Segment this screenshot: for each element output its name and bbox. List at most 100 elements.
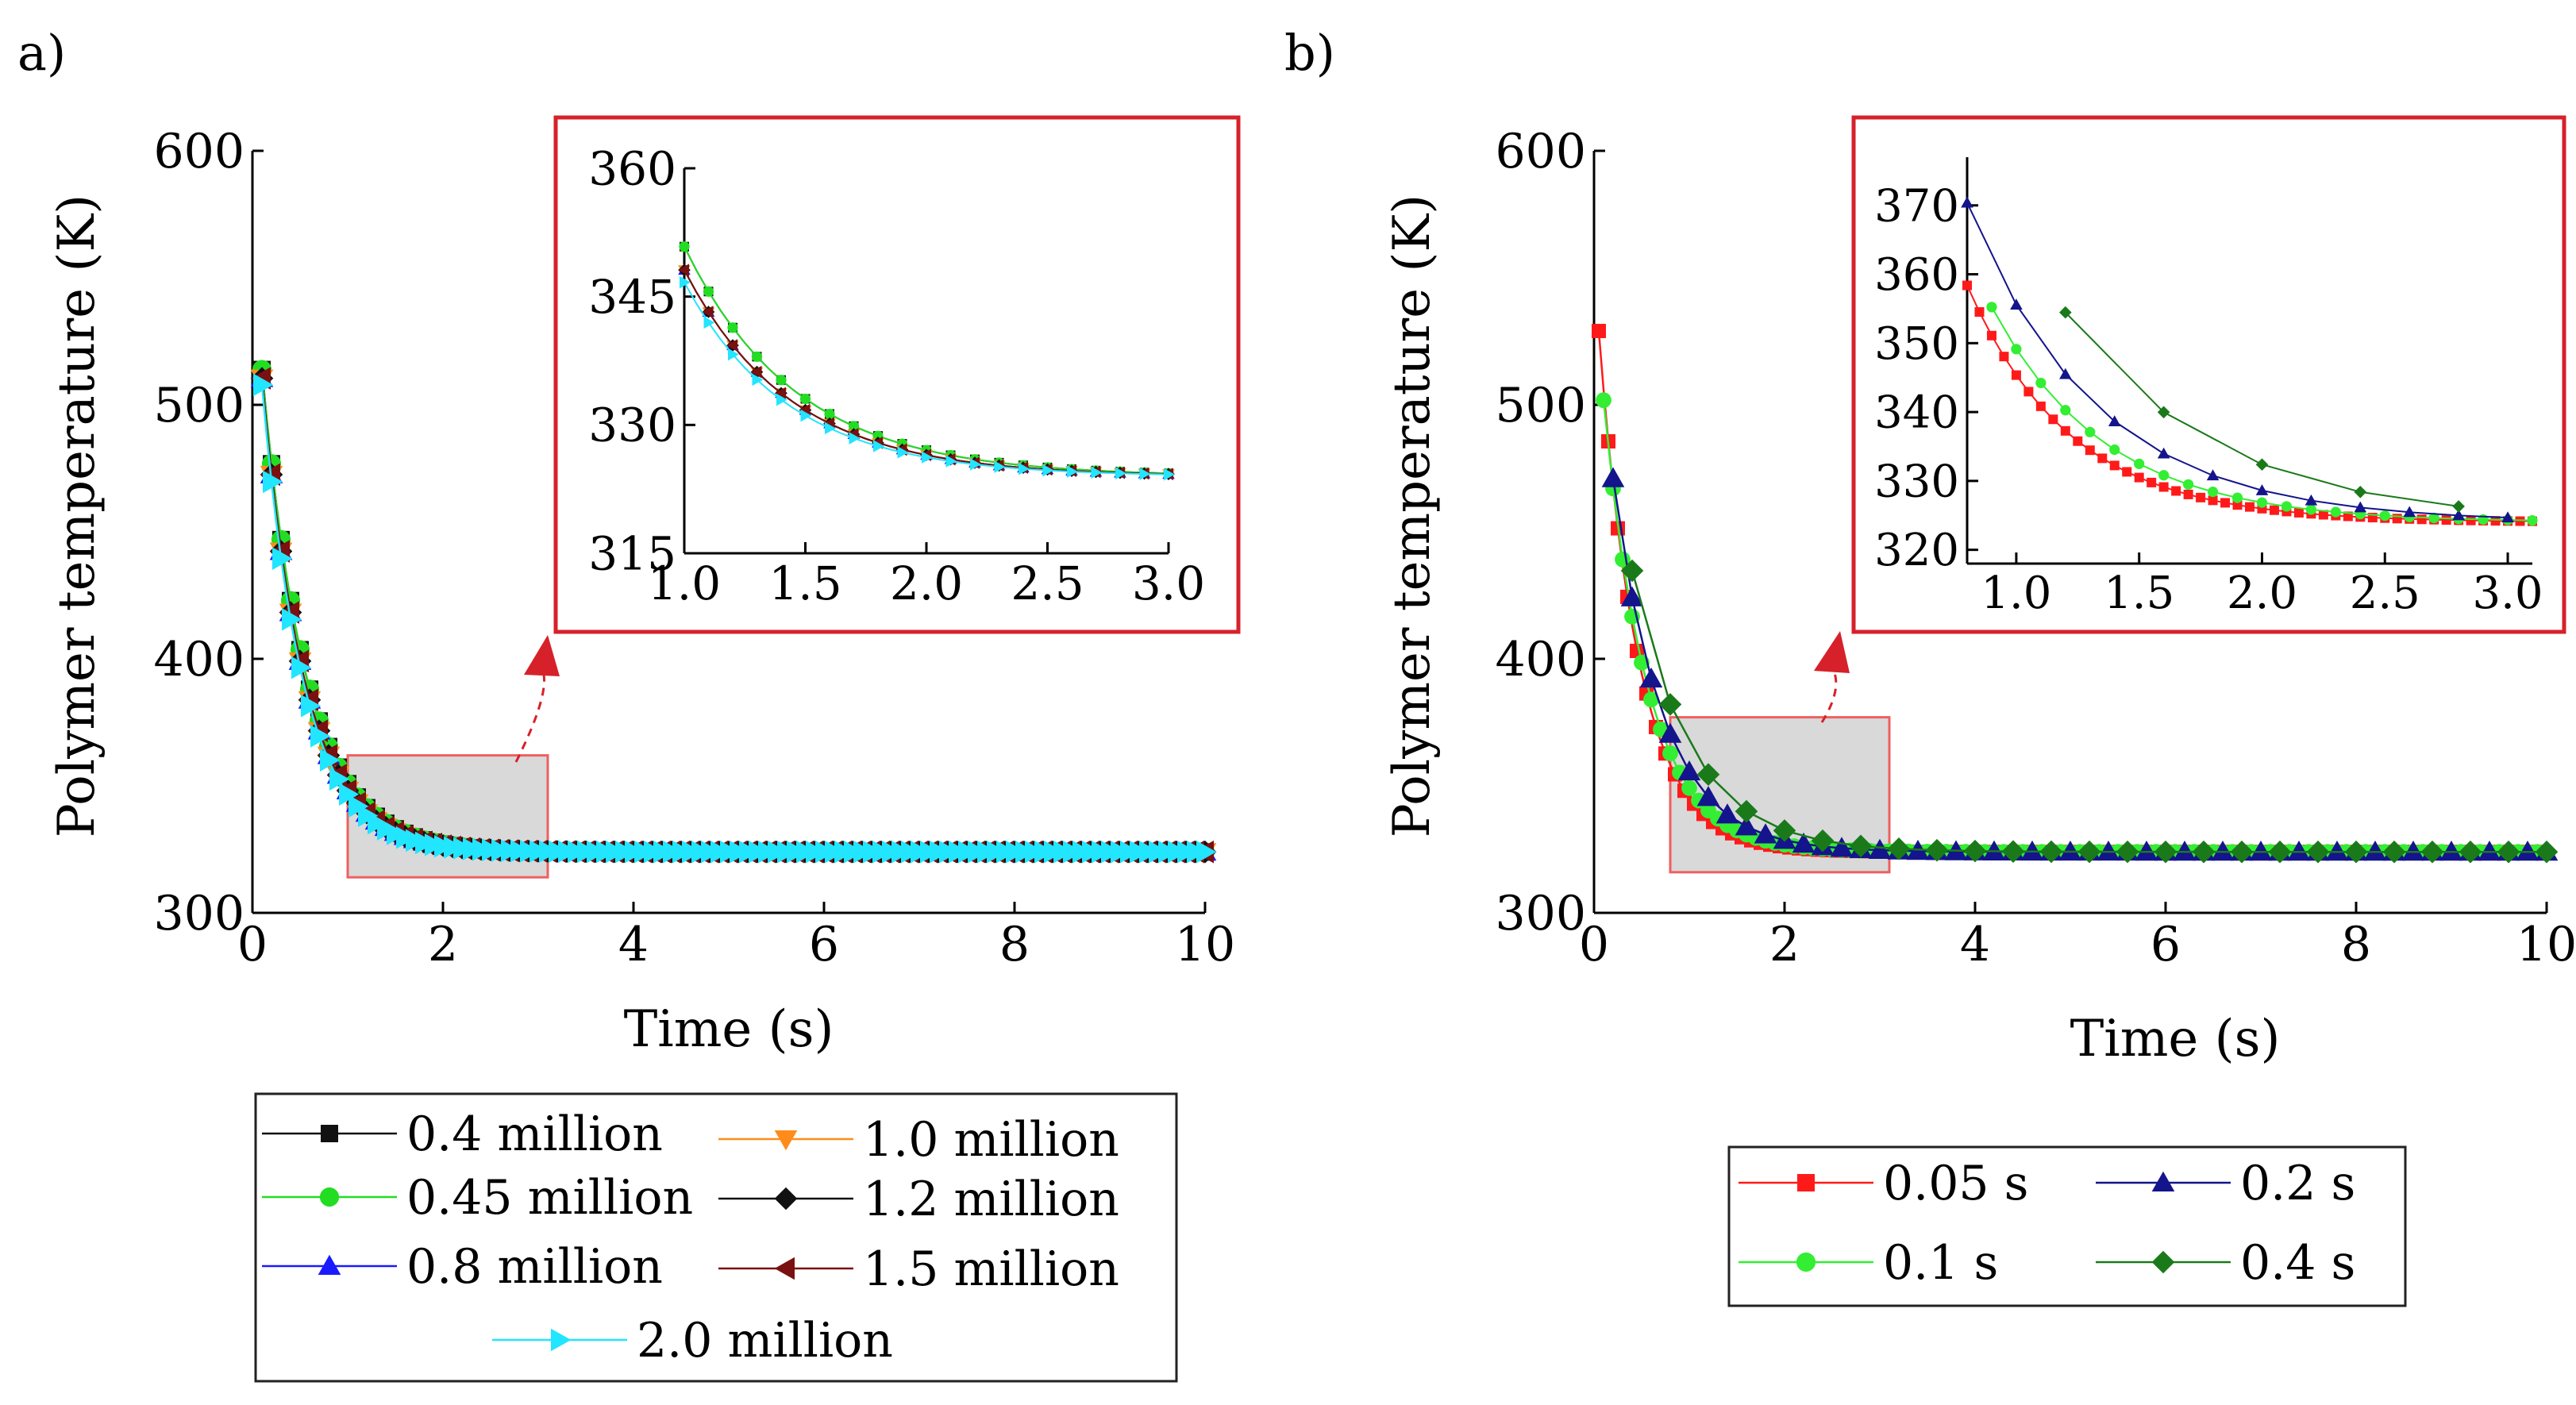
legend-label: 1.2 million bbox=[863, 1172, 1119, 1227]
a-inset-y-tick-label: 315 bbox=[588, 526, 676, 580]
data-point bbox=[2108, 415, 2121, 426]
legend-label: 2.0 million bbox=[637, 1313, 893, 1368]
data-point bbox=[702, 306, 714, 318]
data-point bbox=[970, 458, 981, 471]
data-point bbox=[679, 241, 690, 252]
b-inset-x-tick-label: 1.0 bbox=[1981, 568, 2051, 619]
data-point bbox=[1811, 829, 1835, 853]
data-point bbox=[2293, 507, 2304, 518]
b-inset-y-tick-label: 370 bbox=[1874, 180, 1959, 232]
data-point bbox=[1139, 468, 1151, 480]
data-point bbox=[1592, 323, 1606, 338]
data-point bbox=[726, 339, 737, 352]
panel-b-label: b) bbox=[1284, 24, 1335, 82]
data-point bbox=[2010, 298, 2023, 310]
data-point bbox=[2134, 472, 2144, 483]
data-point bbox=[2420, 840, 2444, 864]
legend-label: 0.4 s bbox=[2240, 1235, 2355, 1291]
data-point bbox=[2501, 511, 2514, 523]
data-point bbox=[2527, 515, 2538, 526]
b-inset-x-tick-label: 2.0 bbox=[2227, 568, 2297, 619]
data-point bbox=[775, 387, 786, 400]
data-point bbox=[272, 547, 293, 570]
data-point bbox=[2416, 514, 2427, 525]
data-point bbox=[2478, 840, 2501, 861]
data-point bbox=[2023, 387, 2034, 397]
data-point bbox=[2403, 506, 2416, 518]
b-ylabel: Polymer temperature (K) bbox=[1383, 194, 1442, 838]
data-point bbox=[2154, 840, 2177, 864]
b-y-tick-label: 600 bbox=[1495, 124, 1586, 179]
b-zoom-arrow bbox=[1820, 670, 1838, 723]
legend-marker bbox=[774, 1130, 798, 1151]
data-point bbox=[2306, 840, 2330, 864]
b-inset-x-tick-label: 2.5 bbox=[2350, 568, 2420, 619]
a-xlabel: Time (s) bbox=[624, 1000, 834, 1059]
b-y-tick-label: 400 bbox=[1495, 632, 1586, 687]
data-point bbox=[2379, 510, 2390, 522]
data-point bbox=[1963, 839, 1987, 863]
data-point bbox=[2158, 482, 2169, 492]
data-point bbox=[1620, 586, 1644, 606]
data-point bbox=[2245, 502, 2254, 512]
a-y-tick-label: 600 bbox=[153, 124, 245, 179]
data-point bbox=[2109, 460, 2120, 471]
b-y-tick-label: 500 bbox=[1495, 378, 1586, 433]
legend-marker bbox=[1797, 1174, 1815, 1191]
data-point bbox=[2158, 470, 2170, 481]
b-zoom-arrow-head bbox=[1814, 631, 1850, 673]
data-point bbox=[2516, 840, 2539, 861]
b-x-tick-label: 8 bbox=[2341, 917, 2371, 972]
data-point bbox=[680, 275, 691, 289]
a-zoom-arrow bbox=[514, 674, 546, 763]
data-point bbox=[301, 694, 322, 718]
data-point bbox=[2001, 840, 2025, 863]
data-point bbox=[2281, 501, 2293, 512]
data-point bbox=[2535, 840, 2559, 864]
data-point bbox=[1620, 559, 1644, 583]
data-point bbox=[1662, 745, 1678, 761]
legend-marker bbox=[2151, 1171, 2175, 1191]
data-point bbox=[2231, 492, 2243, 503]
data-point bbox=[2401, 840, 2425, 861]
data-point bbox=[2428, 512, 2439, 524]
data-point bbox=[1639, 667, 1663, 688]
series-line-0.2-s bbox=[1966, 202, 2509, 519]
data-point bbox=[291, 656, 312, 679]
data-point bbox=[1773, 819, 1796, 842]
data-point bbox=[1696, 763, 1720, 787]
legend-marker bbox=[774, 1257, 795, 1280]
data-point bbox=[2515, 516, 2525, 526]
a-zoom-arrow-head bbox=[524, 635, 560, 676]
data-point bbox=[750, 365, 762, 379]
b-legend-frame bbox=[1727, 1145, 2407, 1307]
a-x-tick-label: 10 bbox=[1175, 917, 1235, 972]
data-point bbox=[2135, 840, 2158, 861]
data-point bbox=[2147, 477, 2157, 487]
data-point bbox=[2039, 840, 2063, 864]
data-point bbox=[2208, 495, 2218, 506]
legend-label: 0.8 million bbox=[406, 1239, 663, 1295]
a-inset-x-tick-label: 1.5 bbox=[768, 556, 841, 610]
data-point bbox=[1887, 837, 1911, 860]
data-point bbox=[2085, 445, 2095, 456]
data-point bbox=[1735, 815, 1758, 836]
data-point bbox=[1986, 302, 1997, 313]
data-point bbox=[310, 725, 331, 748]
legend-marker bbox=[2151, 1250, 2175, 1274]
legend-marker bbox=[1796, 1252, 1816, 1272]
data-point bbox=[2459, 840, 2482, 864]
b-inset-x-tick-label: 3.0 bbox=[2473, 568, 2543, 619]
data-point bbox=[1999, 352, 2009, 362]
data-point bbox=[2173, 840, 2197, 861]
data-point bbox=[2441, 515, 2451, 525]
data-point bbox=[1658, 693, 1682, 716]
a-x-tick-label: 6 bbox=[809, 917, 839, 972]
data-point bbox=[1792, 832, 1816, 853]
a-inset-y-tick-label: 345 bbox=[588, 270, 676, 324]
data-point bbox=[1961, 196, 1973, 208]
data-point bbox=[1986, 330, 1996, 341]
data-point bbox=[728, 348, 739, 361]
legend-label: 0.2 s bbox=[2240, 1156, 2355, 1211]
data-point bbox=[1830, 837, 1854, 857]
